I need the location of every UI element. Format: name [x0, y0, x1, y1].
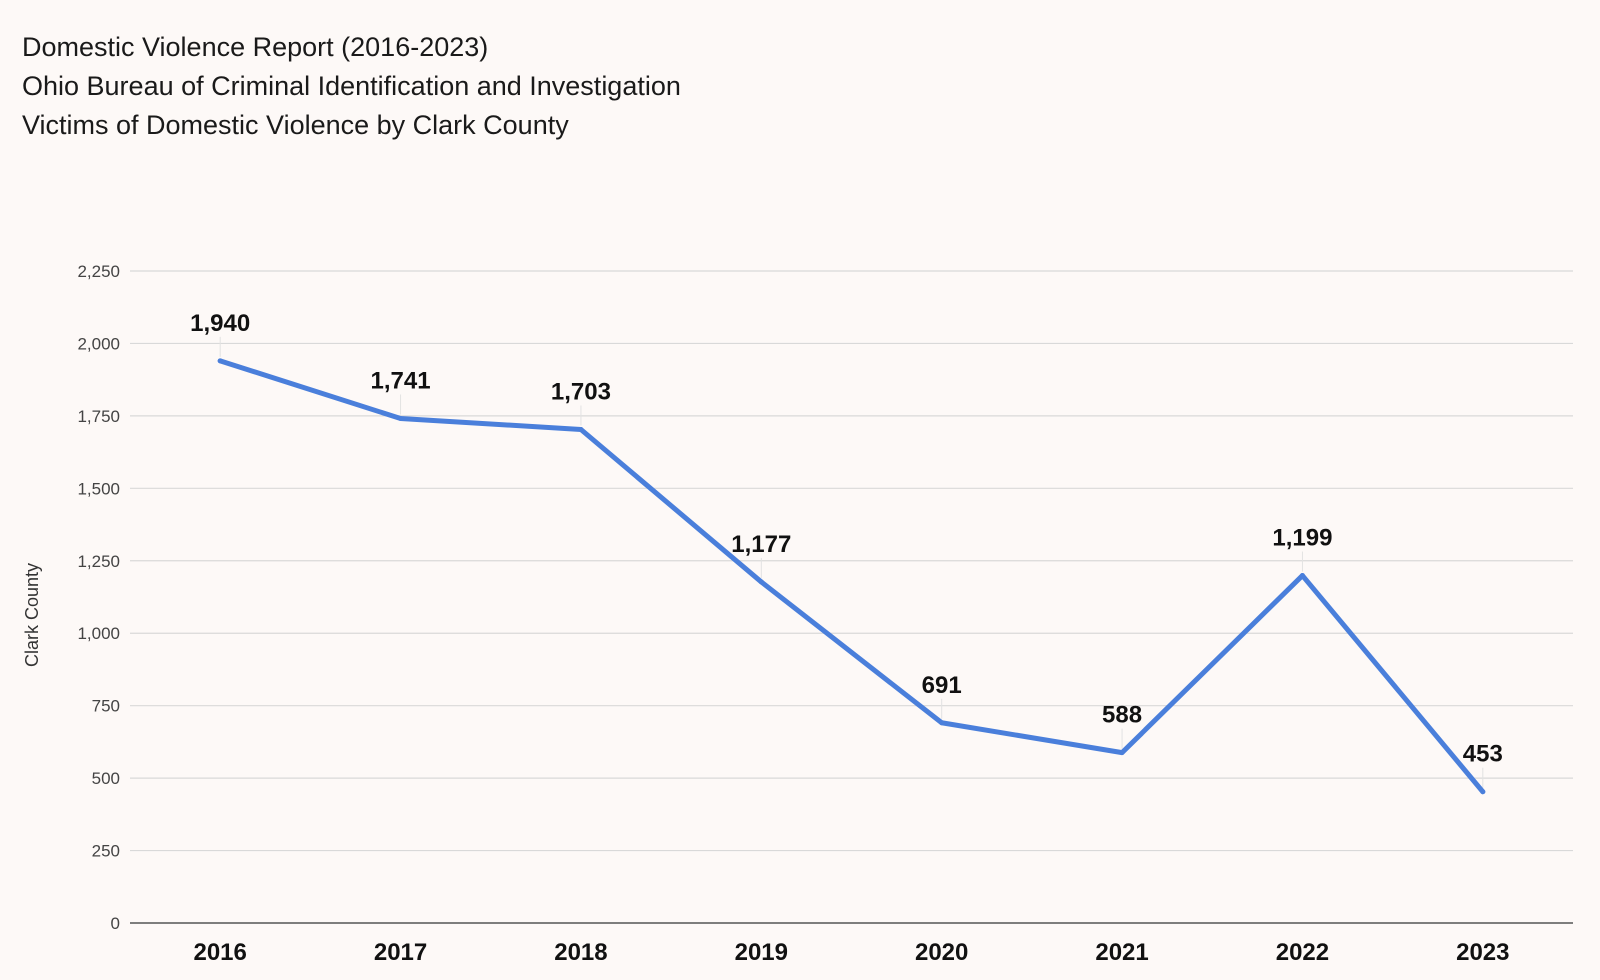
x-tick-label: 2016	[193, 939, 246, 966]
chart-title-line-3: Victims of Domestic Violence by Clark Co…	[22, 110, 569, 140]
data-point	[939, 720, 945, 726]
y-axis-ticks: 0 250 500 750 1,000 1,250 1,500 1,750 2,000 2,250	[77, 262, 120, 933]
x-tick-label: 2021	[1095, 939, 1148, 966]
data-label: 1,177	[731, 531, 791, 558]
data-point	[1480, 789, 1486, 795]
y-tick-label: 500	[92, 769, 120, 788]
x-tick-label: 2020	[915, 939, 968, 966]
series-line	[217, 358, 1486, 795]
data-label: 1,199	[1272, 525, 1332, 552]
y-tick-label: 1,000	[77, 624, 120, 643]
data-label-leaders	[219, 336, 1484, 788]
x-tick-label: 2018	[554, 939, 607, 966]
data-point	[398, 415, 404, 421]
x-tick-label: 2017	[374, 939, 427, 966]
data-label: 1,940	[190, 310, 250, 337]
y-tick-label: 2,250	[77, 262, 120, 281]
data-point	[1299, 573, 1305, 579]
chart-title: Domestic Violence Report (2016-2023) Ohi…	[22, 32, 681, 140]
y-axis-label: Clark County	[22, 563, 42, 667]
data-label: 453	[1463, 741, 1503, 768]
x-tick-label: 2019	[735, 939, 788, 966]
x-tick-label: 2022	[1276, 939, 1329, 966]
data-label: 691	[922, 672, 962, 699]
data-point	[578, 427, 584, 433]
data-label: 1,741	[371, 367, 431, 394]
gridlines	[130, 270, 1573, 924]
y-tick-label: 750	[92, 697, 120, 716]
y-tick-label: 1,750	[77, 407, 120, 426]
data-label: 588	[1102, 702, 1142, 729]
y-tick-label: 2,000	[77, 334, 120, 353]
data-labels: 1,940 1,741 1,703 1,177 691 588 1,199 453	[190, 310, 1503, 768]
y-tick-label: 1,250	[77, 552, 120, 571]
data-point	[1119, 750, 1125, 756]
y-tick-label: 0	[111, 914, 120, 933]
y-tick-label: 1,500	[77, 479, 120, 498]
y-tick-label: 250	[92, 842, 120, 861]
data-point	[758, 579, 764, 585]
x-axis-ticks: 2016 2017 2018 2019 2020 2021 2022 2023	[193, 939, 1509, 966]
x-tick-label: 2023	[1456, 939, 1509, 966]
chart-title-line-1: Domestic Violence Report (2016-2023)	[22, 32, 488, 62]
chart-title-line-2: Ohio Bureau of Criminal Identification a…	[22, 71, 681, 101]
series	[217, 358, 1486, 795]
data-point	[217, 358, 223, 364]
data-label: 1,703	[551, 379, 611, 406]
